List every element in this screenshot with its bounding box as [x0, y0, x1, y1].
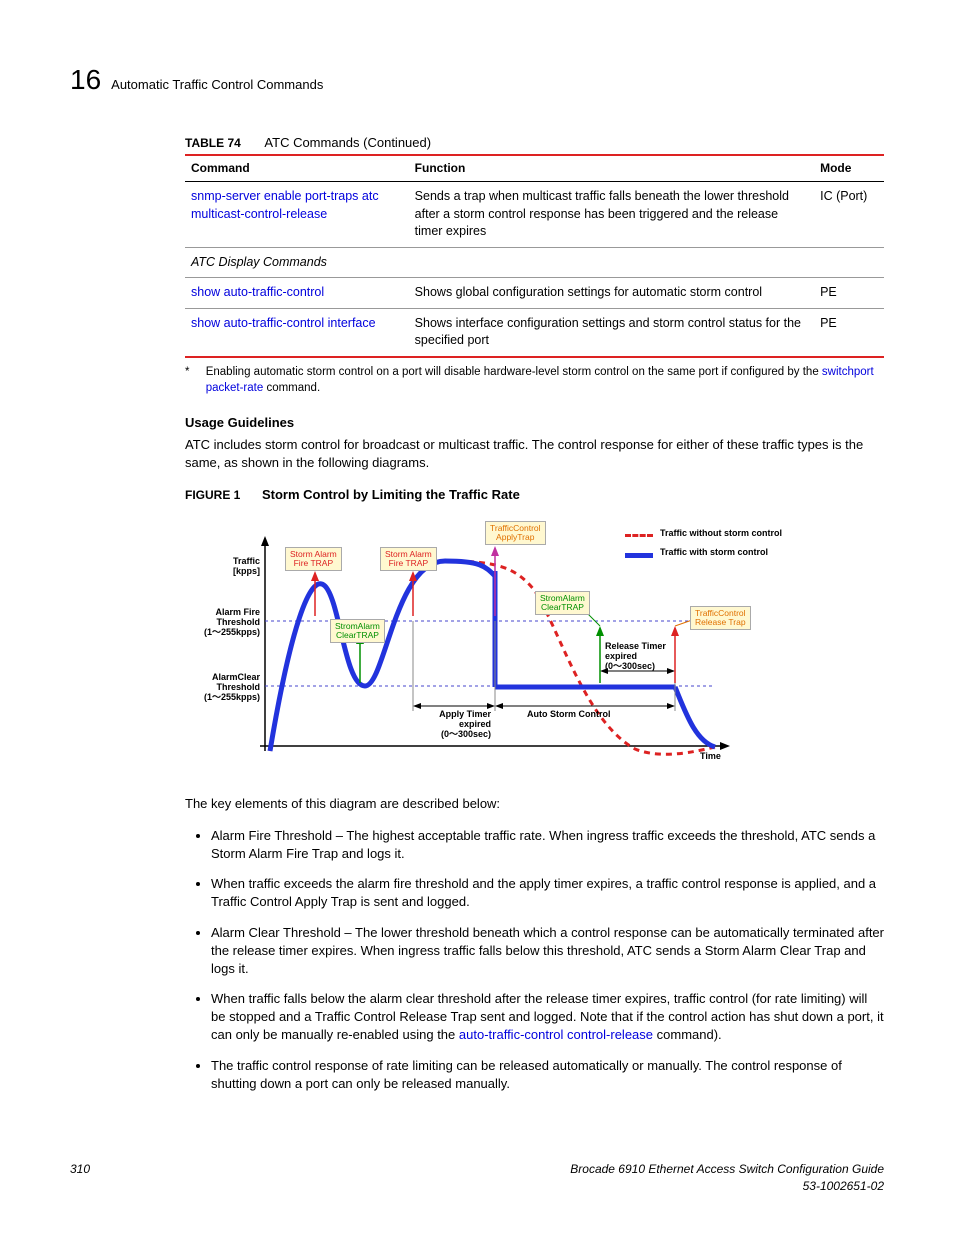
legend-line-with-icon	[625, 553, 653, 558]
command-link[interactable]: show auto-traffic-control interface	[191, 316, 376, 330]
figure-caption: FIGURE 1 Storm Control by Limiting the T…	[185, 486, 884, 504]
table-row: show auto-traffic-control Shows global c…	[185, 278, 884, 309]
list-item: The traffic control response of rate lim…	[211, 1057, 884, 1093]
list-item: When traffic falls below the alarm clear…	[211, 990, 884, 1045]
callout-fire2: Storm AlarmFire TRAP	[380, 547, 437, 572]
function-cell: Shows global configuration settings for …	[409, 278, 814, 309]
table-title: ATC Commands (Continued)	[264, 135, 431, 150]
usage-heading: Usage Guidelines	[185, 414, 884, 432]
x-axis-label: Time	[700, 751, 721, 761]
mode-cell: PE	[814, 308, 884, 357]
fire-threshold-label: Alarm FireThreshold(1～255kpps)	[185, 607, 260, 638]
clear-threshold-label: AlarmClearThreshold(1～255kpps)	[185, 672, 260, 703]
callout-tc-release: TrafficControlRelease Trap	[690, 606, 751, 631]
footnote-marker: *	[185, 364, 206, 396]
callout-tc-apply: TrafficControlApplyTrap	[485, 521, 546, 546]
callout-clear1: StromAlarmClearTRAP	[330, 619, 385, 644]
command-link[interactable]: show auto-traffic-control	[191, 285, 324, 299]
footnote-text-before: Enabling automatic storm control on a po…	[206, 366, 822, 378]
callout-clear2: StromAlarmClearTRAP	[535, 591, 590, 616]
table-caption: TABLE 74 ATC Commands (Continued)	[185, 134, 884, 152]
table-row: snmp-server enable port-traps atc multic…	[185, 182, 884, 248]
chapter-number: 16	[70, 60, 101, 99]
bullet-link[interactable]: auto-traffic-control control-release	[459, 1027, 653, 1042]
footnote-text-after: command.	[266, 382, 320, 394]
key-elements-list: Alarm Fire Threshold – The highest accep…	[185, 827, 884, 1093]
atc-commands-table: Command Function Mode snmp-server enable…	[185, 154, 884, 357]
list-item: Alarm Fire Threshold – The highest accep…	[211, 827, 884, 863]
page-header: 16 Automatic Traffic Control Commands	[70, 60, 884, 99]
y-axis-label: Traffic[kpps]	[215, 556, 260, 577]
callout-fire1: Storm AlarmFire TRAP	[285, 547, 342, 572]
command-link[interactable]: snmp-server enable port-traps atc multic…	[191, 189, 379, 221]
col-mode: Mode	[814, 155, 884, 181]
apply-timer-label: Apply Timerexpired(0～300sec)	[415, 709, 491, 740]
table-footnote: * Enabling automatic storm control on a …	[185, 364, 884, 396]
mode-cell: PE	[814, 278, 884, 309]
table-section-row: ATC Display Commands	[185, 247, 884, 278]
legend-with: Traffic with storm control	[660, 547, 768, 557]
release-timer-label: Release Timerexpired(0～300sec)	[605, 641, 666, 672]
legend-without: Traffic without storm control	[660, 528, 782, 538]
col-function: Function	[409, 155, 814, 181]
key-intro: The key elements of this diagram are des…	[185, 795, 884, 813]
auto-storm-label: Auto Storm Control	[527, 709, 611, 719]
function-cell: Shows interface configuration settings a…	[409, 308, 814, 357]
section-label: ATC Display Commands	[185, 247, 884, 278]
list-item: When traffic exceeds the alarm fire thre…	[211, 875, 884, 911]
legend-line-without-icon	[625, 534, 653, 537]
col-command: Command	[185, 155, 409, 181]
table-row: show auto-traffic-control interface Show…	[185, 308, 884, 357]
guide-title: Brocade 6910 Ethernet Access Switch Conf…	[570, 1161, 884, 1178]
chapter-title: Automatic Traffic Control Commands	[111, 76, 323, 94]
bullet-text-after: command).	[657, 1027, 722, 1042]
mode-cell: IC (Port)	[814, 182, 884, 248]
usage-text: ATC includes storm control for broadcast…	[185, 436, 884, 472]
page-footer: 310 Brocade 6910 Ethernet Access Switch …	[70, 1161, 884, 1195]
doc-number: 53-1002651-02	[570, 1178, 884, 1195]
figure-label: FIGURE 1	[185, 488, 240, 502]
table-label: TABLE 74	[185, 136, 241, 150]
page-number: 310	[70, 1161, 90, 1195]
storm-control-diagram: Traffic[kpps] Time Alarm FireThreshold(1…	[185, 511, 865, 781]
figure-title: Storm Control by Limiting the Traffic Ra…	[262, 487, 520, 502]
function-cell: Sends a trap when multicast traffic fall…	[409, 182, 814, 248]
list-item: Alarm Clear Threshold – The lower thresh…	[211, 924, 884, 979]
